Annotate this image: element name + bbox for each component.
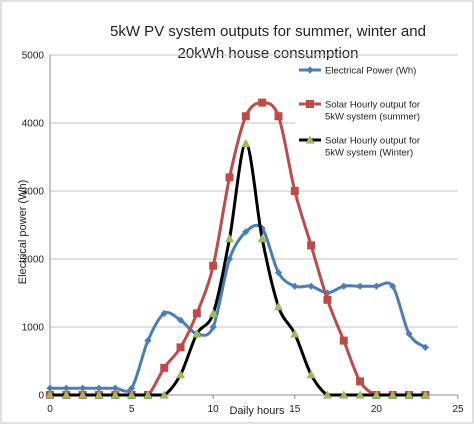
series-3-point-6	[143, 390, 153, 399]
series-1-point-20	[372, 282, 380, 290]
series-2-point-13	[258, 98, 267, 107]
y-axis-label: Electrical power (Wh)	[17, 180, 29, 285]
legend: Electrical Power (Wh) Solar Hourly output…	[299, 66, 420, 159]
series-1-point-13	[258, 224, 266, 232]
series-2-point-17	[323, 295, 332, 304]
y-tick-label-0: 0	[38, 391, 44, 402]
series-3-point-2	[78, 390, 88, 399]
legend-entry-2-label-line-1: Solar Hourly output for	[325, 100, 420, 111]
series-1-point-2	[79, 384, 87, 392]
series-2-point-16	[307, 241, 316, 250]
series-2-point-12	[241, 112, 250, 121]
series-3-point-16	[306, 370, 316, 379]
series-3-point-5	[127, 390, 137, 399]
series-1-point-11	[225, 255, 234, 263]
series-1-point-12	[242, 228, 250, 236]
x-tick-label-0: 0	[47, 404, 53, 415]
series-1-point-18	[340, 282, 348, 290]
series-3-point-14	[273, 302, 284, 311]
series-3-point-9	[192, 329, 202, 338]
chart-title-line-2: 20kWh house consumption	[178, 45, 359, 62]
series-3-point-11	[224, 234, 235, 243]
series-3-point-21	[388, 390, 398, 399]
y-tick-label-4000: 4000	[22, 119, 45, 130]
series-3-point-3	[94, 390, 104, 399]
legend-entry-3-label-line-2: 5kW system (Winter)	[325, 148, 413, 159]
series-group	[45, 98, 430, 399]
series-3-point-15	[290, 329, 300, 338]
series-1-point-6	[144, 337, 152, 345]
legend-entry-2-marker-swatch	[306, 100, 314, 108]
series-3-point-12	[241, 138, 251, 148]
series-1-point-5	[128, 384, 136, 392]
series-1-point-4	[111, 384, 119, 392]
legend-entry-1-marker-swatch	[306, 66, 314, 74]
x-tick-label-10: 10	[208, 404, 220, 415]
legend-entry-1-label-line-1: Electrical Power (Wh)	[325, 66, 416, 77]
x-tick-label-20: 20	[371, 404, 383, 415]
legend-entry-3-marker-swatch	[305, 135, 315, 144]
series-2-point-18	[339, 336, 348, 345]
x-tick-labels: 0 5 10 15 20 25	[47, 404, 464, 415]
series-2-point-15	[290, 187, 299, 195]
series-1-point-15	[291, 282, 299, 290]
chart-title-line-1: 5kW PV system outputs for summer, winter…	[110, 23, 426, 40]
series-2-point-10	[209, 261, 218, 270]
series-3-point-22	[404, 390, 414, 399]
series-3-point-18	[339, 390, 349, 399]
x-tick-label-5: 5	[129, 404, 135, 415]
series-3-point-7	[159, 390, 169, 399]
series-1-point-3	[95, 384, 103, 392]
series-2-point-19	[356, 377, 365, 386]
series-1-point-14	[274, 269, 283, 277]
x-axis-label: Daily hours	[229, 405, 285, 417]
legend-entry-2-label-line-2: 5kW system (summer)	[325, 112, 420, 123]
legend-entry-3-label-line-1: Solar Hourly output for	[325, 136, 420, 147]
series-2-point-8	[176, 343, 185, 352]
series-1-point-8	[176, 316, 185, 324]
series-3-point-20	[371, 390, 381, 399]
series-3-point-17	[322, 390, 333, 399]
series-3-point-8	[175, 370, 186, 379]
series-1-point-10	[209, 323, 217, 331]
legend-background	[295, 60, 458, 166]
series-3-point-1	[61, 390, 71, 399]
series-2-point-14	[274, 112, 283, 121]
gridlines	[50, 54, 458, 328]
series-3-point-13	[257, 234, 267, 243]
series-1-point-21	[389, 282, 397, 290]
series-1-point-23	[421, 343, 429, 351]
series-3-point-19	[355, 390, 365, 399]
series-2-point-7	[160, 363, 169, 372]
y-tick-label-3000: 3000	[22, 187, 45, 198]
y-tick-labels: 0 1000 2000 3000 4000 5000	[22, 51, 45, 402]
x-tick-label-15: 15	[289, 404, 301, 415]
series-3-point-23	[420, 390, 430, 399]
y-tick-label-2000: 2000	[22, 255, 45, 266]
series-3-point-0	[45, 390, 55, 399]
y-tick-label-1000: 1000	[22, 323, 45, 334]
series-3-point-4	[110, 390, 120, 399]
series-2-point-9	[192, 309, 201, 318]
series-1-point-1	[62, 384, 70, 392]
series-1-point-0	[46, 384, 54, 392]
series-1-point-19	[356, 282, 364, 290]
x-tick-label-25: 25	[452, 404, 464, 415]
series-2-point-11	[225, 173, 234, 182]
series-1-point-22	[405, 330, 413, 338]
series-1-point-7	[160, 309, 168, 317]
series-3-point-10	[208, 308, 218, 318]
series-1-point-16	[307, 282, 315, 290]
y-tick-label-5000: 5000	[22, 51, 45, 62]
